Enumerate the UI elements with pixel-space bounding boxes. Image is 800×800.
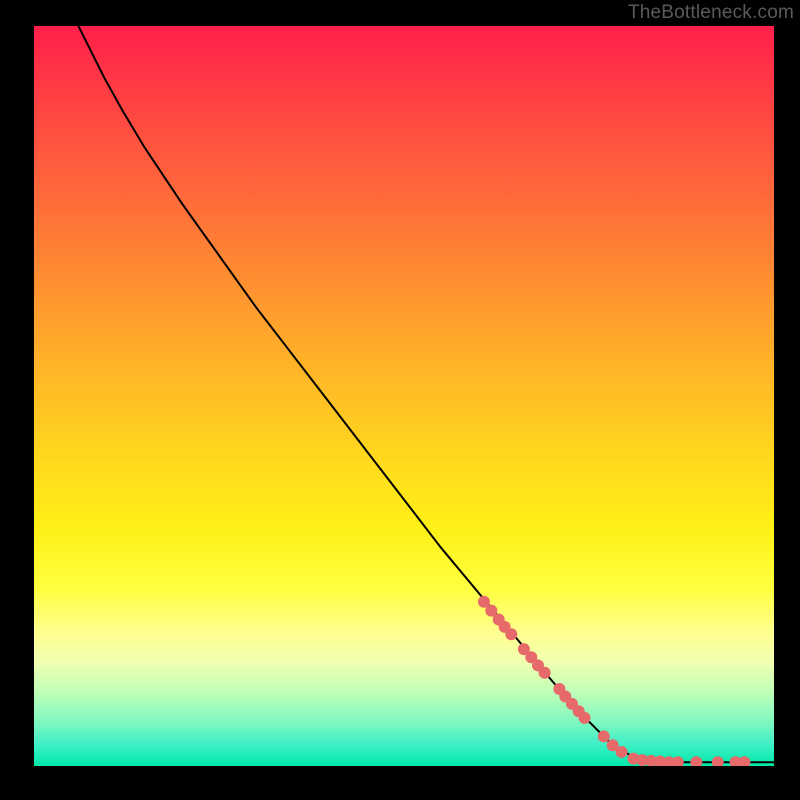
watermark-text: TheBottleneck.com bbox=[628, 2, 794, 24]
chart-marker bbox=[505, 628, 517, 640]
chart-overlay-svg bbox=[34, 26, 774, 766]
chart-marker bbox=[598, 730, 610, 742]
chart-curve bbox=[78, 26, 774, 762]
chart-marker bbox=[616, 746, 628, 758]
chart-marker bbox=[712, 756, 724, 766]
chart-markers bbox=[478, 596, 750, 766]
chart-marker bbox=[672, 756, 684, 766]
chart-marker bbox=[579, 712, 591, 724]
chart-plot-area bbox=[34, 26, 774, 766]
chart-marker bbox=[690, 756, 702, 766]
chart-marker bbox=[738, 756, 750, 766]
chart-marker bbox=[539, 667, 551, 679]
